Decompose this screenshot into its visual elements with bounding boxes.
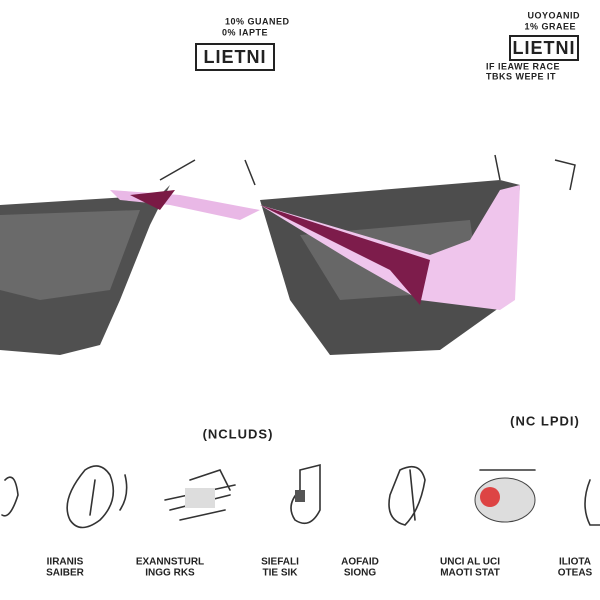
section-title: (NC LPDI) bbox=[510, 413, 580, 428]
item-label: SIEFALI bbox=[261, 557, 299, 568]
badge-line: 0% IAPTE bbox=[222, 27, 268, 37]
item-label: INGG RKS bbox=[145, 568, 195, 579]
badge-footer: TBKS WEPE IT bbox=[486, 71, 556, 81]
icon bbox=[584, 479, 600, 526]
icon bbox=[388, 465, 426, 526]
badge-logo: LIETNI bbox=[204, 47, 267, 67]
badge-frame bbox=[195, 43, 275, 71]
badge-logo: LIETNI bbox=[513, 38, 576, 58]
section-title: (NCLUDS) bbox=[203, 426, 274, 441]
icon bbox=[474, 469, 536, 523]
item-label: SAIBER bbox=[46, 568, 85, 579]
item-label: IIRANIS bbox=[47, 557, 84, 568]
item-label: SIONG bbox=[344, 568, 376, 579]
badge-frame bbox=[509, 35, 579, 61]
icon bbox=[290, 463, 321, 525]
icon bbox=[66, 465, 128, 529]
hammock bbox=[244, 154, 576, 355]
item-label: OTEAS bbox=[558, 568, 593, 579]
item-label: UNCI AL UCI bbox=[440, 557, 500, 568]
badge-line: 1% GRAEE bbox=[524, 21, 576, 31]
item-label: AOFAID bbox=[341, 557, 379, 568]
item-label: ILIOTA bbox=[559, 557, 591, 568]
badge-line: UOYOANID bbox=[527, 10, 580, 20]
badge-line: 10% GUANED bbox=[225, 16, 290, 26]
item-label: MAOTI STAT bbox=[440, 568, 500, 579]
icon bbox=[1, 476, 19, 517]
badge-footer: IF IEAWE RACE bbox=[486, 61, 560, 71]
icon bbox=[164, 469, 236, 521]
item-label: EXANNSTURL bbox=[136, 557, 204, 568]
hammock bbox=[0, 159, 260, 355]
item-label: TIE SIK bbox=[262, 568, 298, 579]
